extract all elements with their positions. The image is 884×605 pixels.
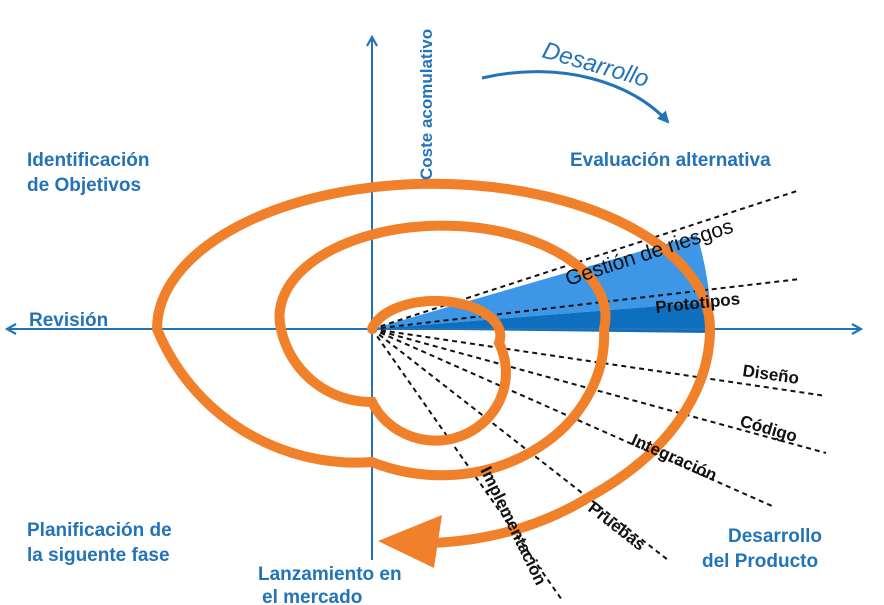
spiral-path bbox=[151, 178, 716, 501]
spiral-arrow-head bbox=[378, 515, 442, 568]
product-development-label-line1: Desarrollo bbox=[728, 526, 822, 547]
implementation-line bbox=[371, 328, 563, 601]
development-arrow bbox=[481, 70, 670, 124]
spiral bbox=[151, 178, 716, 548]
code-line bbox=[371, 328, 827, 454]
development-label: Desarrollo bbox=[539, 37, 652, 93]
market-launch-label-line1: Lanzamiento en bbox=[258, 564, 402, 585]
objectives-label-line2: de Objetivos bbox=[27, 175, 141, 196]
alternative-evaluation-label: Evaluación alternativa bbox=[570, 150, 771, 171]
review-label: Revisión bbox=[29, 310, 108, 331]
tests-label: Pruebas bbox=[585, 498, 650, 554]
cumulative-cost-label: Coste acomulativo bbox=[417, 29, 436, 180]
planning-label-line1: Planificación de bbox=[27, 520, 172, 541]
code-label: Código bbox=[738, 412, 800, 446]
objectives-label-line1: Identificación bbox=[27, 150, 149, 171]
planning-label-line2: la siguente fase bbox=[27, 545, 170, 566]
prototypes-sector bbox=[372, 302, 712, 333]
market-launch-label-line2: el mercado bbox=[262, 587, 362, 605]
product-development-label-line2: del Producto bbox=[702, 551, 818, 572]
spiral-arrow-tail bbox=[425, 491, 596, 548]
